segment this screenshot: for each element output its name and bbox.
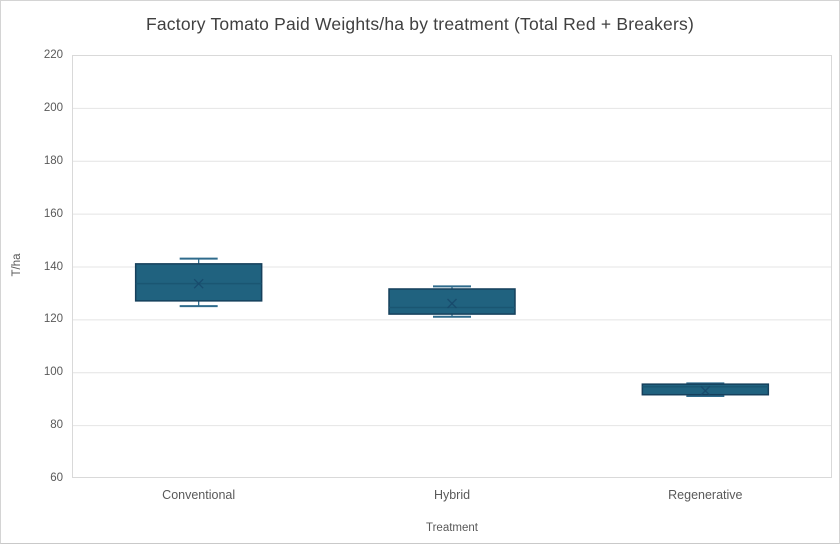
y-axis-title: T/ha: [11, 253, 23, 277]
plot-border: [72, 55, 832, 478]
y-tick-label: 140: [43, 260, 63, 273]
x-tick-label: Regenerative: [668, 488, 743, 502]
box-conventional: [134, 263, 263, 302]
y-tick-label: 220: [43, 49, 63, 61]
y-tick-label: 120: [43, 313, 63, 326]
boxplot-canvas: [72, 55, 832, 478]
y-tick-label: 60: [50, 472, 63, 484]
x-axis-title: Treatment: [426, 522, 478, 534]
mean-marker: [700, 385, 711, 396]
box-hybrid: [388, 288, 516, 315]
y-tick-label: 160: [43, 207, 63, 220]
x-tick-label: Conventional: [162, 488, 236, 502]
y-tick-label: 80: [50, 419, 63, 432]
mean-marker: [193, 278, 204, 289]
plot-area: [72, 55, 832, 478]
y-tick-label: 200: [43, 101, 63, 114]
y-tick-label: 180: [43, 154, 63, 167]
x-tick-label: Hybrid: [433, 488, 471, 502]
mean-marker: [447, 298, 457, 309]
chart-title: Factory Tomato Paid Weights/ha by treatm…: [145, 14, 694, 34]
y-tick-label: 100: [43, 366, 63, 379]
box-regenerative: [641, 383, 770, 396]
